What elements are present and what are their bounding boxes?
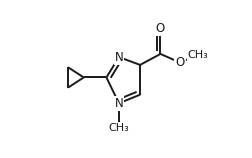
Text: O: O xyxy=(156,22,165,35)
Text: O: O xyxy=(175,56,185,69)
Text: CH₃: CH₃ xyxy=(109,123,129,133)
Text: N: N xyxy=(115,51,123,64)
Text: CH₃: CH₃ xyxy=(188,50,208,60)
Text: N: N xyxy=(115,97,123,110)
